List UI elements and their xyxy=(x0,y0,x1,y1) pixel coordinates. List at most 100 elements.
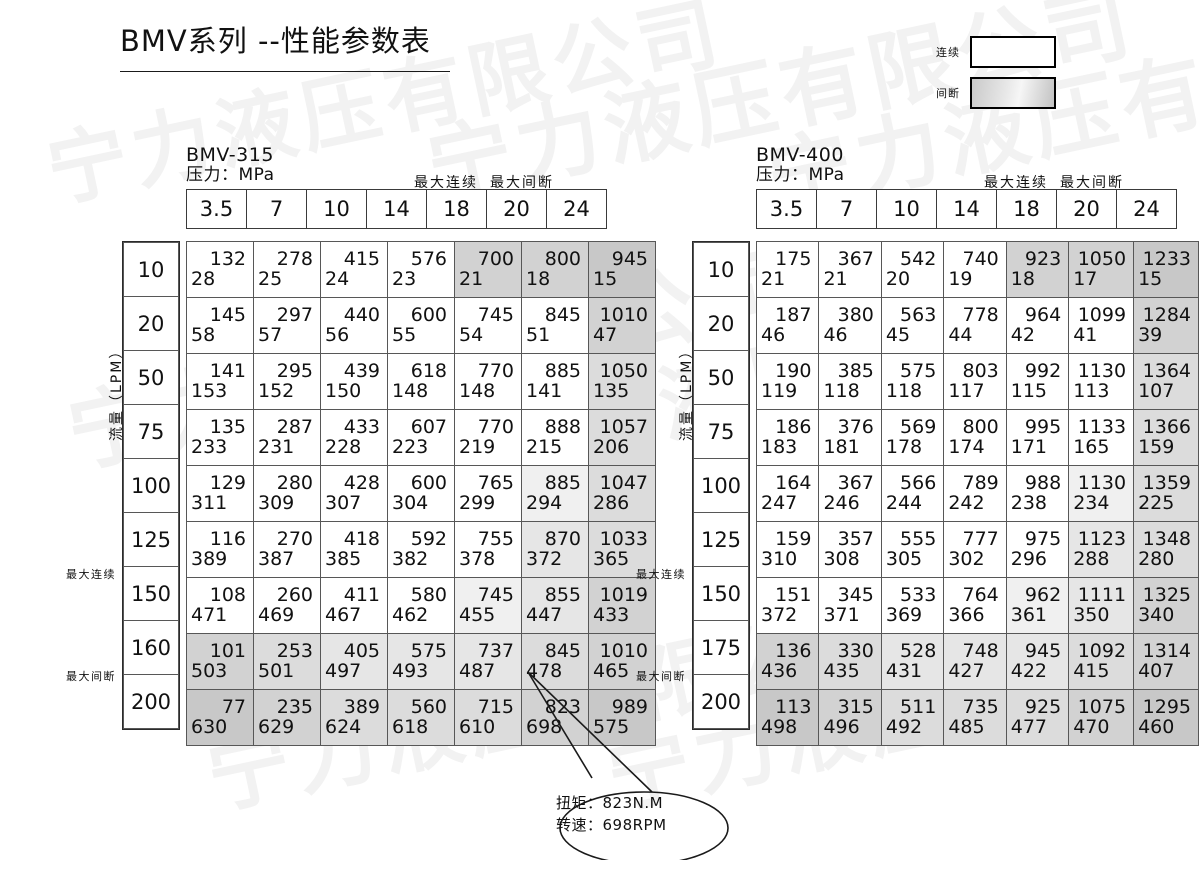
legend-label-continuous: 连续 xyxy=(936,46,960,59)
data-cell: 428 307 xyxy=(320,465,388,523)
data-cell: 439 150 xyxy=(320,353,388,411)
label-max-intermittent: 最大间断 xyxy=(490,175,554,191)
data-cell: 592 382 xyxy=(387,521,455,579)
table-row: 159 310 357 308 555 305 777 302 975 296 1123 288 134… xyxy=(755,521,1199,579)
cell-speed-value: 422 xyxy=(1010,659,1048,682)
cell-speed-value: 698 xyxy=(526,715,563,738)
cell-speed-value: 135 xyxy=(593,379,630,402)
cell-torque-value: 575 xyxy=(900,360,937,383)
title-underline xyxy=(120,71,450,72)
data-cell: 108 471 xyxy=(186,577,254,635)
data-cell: 1111 350 xyxy=(1068,577,1135,635)
cell-speed-value: 496 xyxy=(823,715,860,738)
label-max-continuous: 最大连续 xyxy=(984,175,1048,191)
cell-torque-value: 330 xyxy=(837,640,874,663)
cell-speed-value: 18 xyxy=(1010,267,1035,290)
cell-torque-value: 600 xyxy=(410,472,447,495)
pressure-header-cell: 14 xyxy=(936,189,997,230)
cell-torque-value: 280 xyxy=(276,472,313,495)
cell-torque-value: 1092 xyxy=(1077,640,1127,663)
data-cell: 1348 280 xyxy=(1133,521,1199,579)
cell-torque-value: 187 xyxy=(775,304,812,327)
pressure-header-cell: 7 xyxy=(246,189,307,230)
data-cell: 555 305 xyxy=(880,521,945,579)
cell-speed-value: 223 xyxy=(392,435,429,458)
data-cell: 765 299 xyxy=(454,465,522,523)
max-zone-labels: 最大连续 最大间断 xyxy=(984,172,1136,192)
cell-speed-value: 19 xyxy=(948,267,973,290)
cell-speed-value: 465 xyxy=(593,659,630,682)
data-cell: 580 462 xyxy=(387,577,455,635)
cell-torque-value: 1314 xyxy=(1142,640,1191,663)
cell-torque-value: 533 xyxy=(900,584,937,607)
data-cell: 870 372 xyxy=(521,521,589,579)
cell-torque-value: 1325 xyxy=(1142,584,1191,607)
callout-torque: 扭矩：823N.M xyxy=(556,794,664,812)
data-cell: 845 51 xyxy=(521,297,589,355)
cell-torque-value: 1019 xyxy=(599,584,648,607)
pressure-header-cell: 20 xyxy=(486,189,547,230)
cell-speed-value: 307 xyxy=(325,491,362,514)
cell-speed-value: 219 xyxy=(459,435,496,458)
data-cell: 542 20 xyxy=(880,241,945,299)
table-row: 116 389 270 387 418 385 592 382 755 378 870 372 1033… xyxy=(186,521,656,579)
data-cell: 101 503 xyxy=(186,633,254,691)
cell-speed-value: 460 xyxy=(1138,715,1175,738)
data-cell: 845 478 xyxy=(521,633,589,691)
data-cell: 389 624 xyxy=(320,689,388,747)
data-cell: 528 431 xyxy=(880,633,945,691)
data-cell: 129 311 xyxy=(186,465,254,523)
data-cell: 885 294 xyxy=(521,465,589,523)
flow-value-cell: 75 xyxy=(693,404,749,460)
data-cell: 1057 206 xyxy=(588,409,656,467)
cell-torque-value: 870 xyxy=(544,528,581,551)
cell-torque-value: 803 xyxy=(962,360,999,383)
cell-speed-value: 148 xyxy=(459,379,496,402)
model-name: BMV-315 xyxy=(186,144,274,166)
data-cell: 735 485 xyxy=(943,689,1007,747)
data-cell: 235 629 xyxy=(253,689,321,747)
data-cell: 748 427 xyxy=(943,633,1007,691)
cell-speed-value: 118 xyxy=(885,379,923,402)
cell-torque-value: 376 xyxy=(837,416,874,439)
data-cell: 295 152 xyxy=(253,353,321,411)
cell-torque-value: 855 xyxy=(544,584,581,607)
data-cell: 151 372 xyxy=(755,577,820,635)
cell-torque-value: 563 xyxy=(900,304,937,327)
cell-speed-value: 141 xyxy=(526,379,563,402)
cell-torque-value: 1047 xyxy=(599,472,648,495)
cell-speed-value: 54 xyxy=(459,323,484,346)
pressure-axis-label: 压力：MPa xyxy=(186,164,275,185)
data-cell: 745 54 xyxy=(454,297,522,355)
data-cell: 563 45 xyxy=(880,297,945,355)
data-cell: 1284 39 xyxy=(1133,297,1199,355)
cell-torque-value: 945 xyxy=(1024,640,1062,663)
cell-speed-value: 55 xyxy=(392,323,417,346)
flow-value-cell: 175 xyxy=(693,620,749,676)
data-cell: 1359 225 xyxy=(1133,465,1199,523)
cell-torque-value: 1050 xyxy=(1077,248,1127,271)
pressure-header-cell: 7 xyxy=(816,189,877,230)
cell-torque-value: 989 xyxy=(611,696,648,719)
cell-torque-value: 159 xyxy=(775,528,812,551)
data-cell: 287 231 xyxy=(253,409,321,467)
data-cell: 405 497 xyxy=(320,633,388,691)
cell-speed-value: 46 xyxy=(761,323,786,346)
cell-speed-value: 246 xyxy=(823,491,860,514)
cell-torque-value: 962 xyxy=(1024,584,1062,607)
row-zone-marker: 最大间断 xyxy=(66,670,116,684)
cell-speed-value: 152 xyxy=(258,379,295,402)
cell-speed-value: 462 xyxy=(392,603,429,626)
cell-speed-value: 115 xyxy=(1010,379,1048,402)
flow-axis-column: 10 20 50 75 100 125 150 160 200 xyxy=(122,241,180,731)
cell-speed-value: 435 xyxy=(823,659,860,682)
cell-speed-value: 311 xyxy=(191,491,228,514)
cell-speed-value: 382 xyxy=(392,547,429,570)
data-cell: 1099 41 xyxy=(1068,297,1135,355)
cell-speed-value: 21 xyxy=(459,267,484,290)
flow-value-cell: 10 xyxy=(693,242,749,298)
table-row: 145 58 297 57 440 56 600 55 745 54 845 51 1010 47 xyxy=(186,297,656,355)
cell-torque-value: 1295 xyxy=(1142,696,1191,719)
cell-torque-value: 1099 xyxy=(1077,304,1127,327)
data-cell: 1130 113 xyxy=(1068,353,1135,411)
